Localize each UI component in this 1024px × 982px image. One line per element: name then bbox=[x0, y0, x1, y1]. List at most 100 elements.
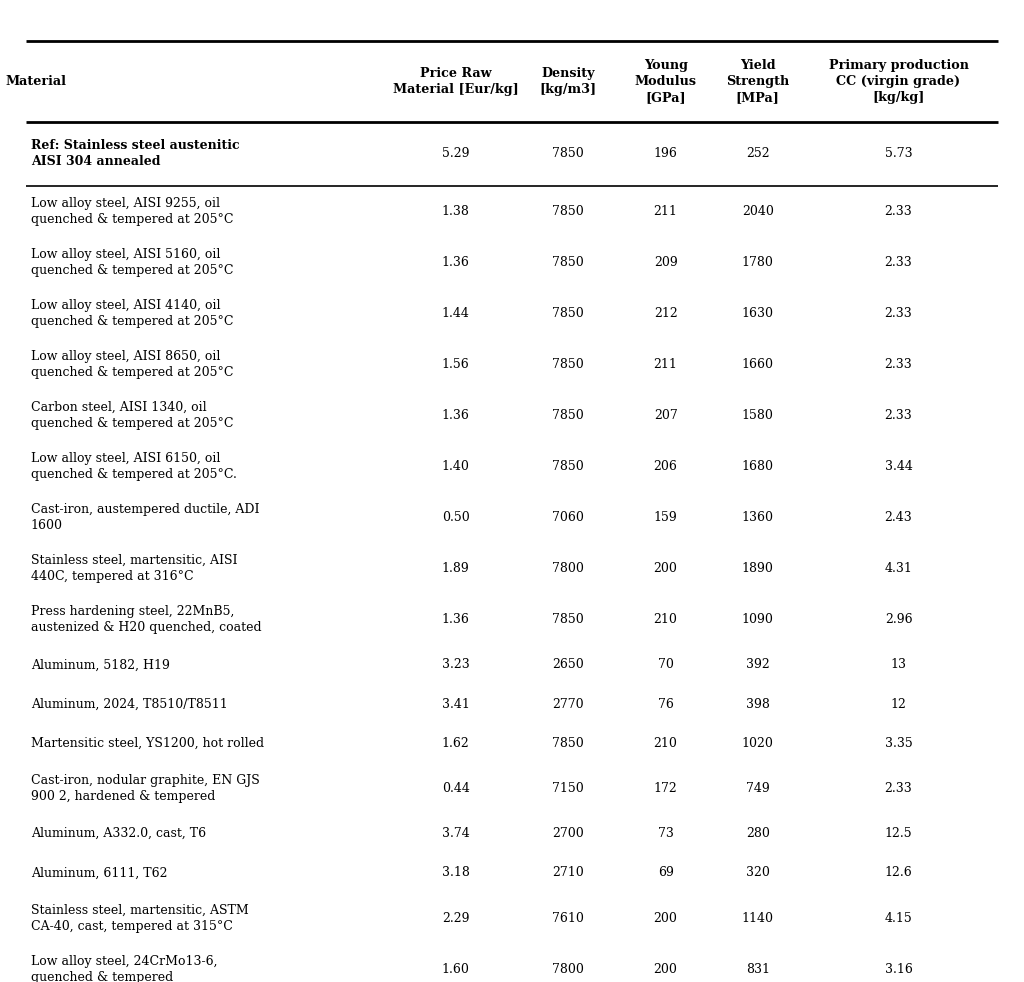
Text: 7850: 7850 bbox=[552, 736, 585, 750]
Text: 2.33: 2.33 bbox=[885, 204, 912, 218]
Text: 2.29: 2.29 bbox=[442, 911, 469, 925]
Text: 2.33: 2.33 bbox=[885, 782, 912, 795]
Text: 1890: 1890 bbox=[741, 562, 774, 575]
Text: 1.36: 1.36 bbox=[441, 255, 470, 269]
Text: 200: 200 bbox=[653, 962, 678, 976]
Text: 7610: 7610 bbox=[552, 911, 585, 925]
Text: 3.74: 3.74 bbox=[441, 827, 470, 841]
Text: 70: 70 bbox=[657, 658, 674, 672]
Text: 1360: 1360 bbox=[741, 511, 774, 524]
Text: 73: 73 bbox=[657, 827, 674, 841]
Text: Low alloy steel, AISI 4140, oil
quenched & tempered at 205°C: Low alloy steel, AISI 4140, oil quenched… bbox=[31, 299, 233, 328]
Text: Martensitic steel, YS1200, hot rolled: Martensitic steel, YS1200, hot rolled bbox=[31, 736, 264, 750]
Text: 3.16: 3.16 bbox=[885, 962, 912, 976]
Text: 212: 212 bbox=[653, 306, 678, 320]
Text: 12.5: 12.5 bbox=[885, 827, 912, 841]
Text: 210: 210 bbox=[653, 613, 678, 627]
Text: Aluminum, A332.0, cast, T6: Aluminum, A332.0, cast, T6 bbox=[31, 827, 206, 841]
Text: 252: 252 bbox=[745, 147, 770, 160]
Text: 7850: 7850 bbox=[552, 357, 585, 371]
Text: 4.31: 4.31 bbox=[885, 562, 912, 575]
Text: 7850: 7850 bbox=[552, 204, 585, 218]
Text: 3.41: 3.41 bbox=[441, 697, 470, 711]
Text: 2.33: 2.33 bbox=[885, 357, 912, 371]
Text: 3.44: 3.44 bbox=[885, 460, 912, 473]
Text: Carbon steel, AISI 1340, oil
quenched & tempered at 205°C: Carbon steel, AISI 1340, oil quenched & … bbox=[31, 401, 233, 430]
Text: Low alloy steel, 24CrMo13-6,
quenched & tempered: Low alloy steel, 24CrMo13-6, quenched & … bbox=[31, 955, 217, 982]
Text: 3.35: 3.35 bbox=[885, 736, 912, 750]
Text: 7060: 7060 bbox=[552, 511, 585, 524]
Text: 2710: 2710 bbox=[552, 866, 585, 880]
Text: 2.96: 2.96 bbox=[885, 613, 912, 627]
Text: 1.56: 1.56 bbox=[441, 357, 470, 371]
Text: 2650: 2650 bbox=[552, 658, 585, 672]
Text: 1630: 1630 bbox=[741, 306, 774, 320]
Text: Low alloy steel, AISI 5160, oil
quenched & tempered at 205°C: Low alloy steel, AISI 5160, oil quenched… bbox=[31, 247, 233, 277]
Text: 200: 200 bbox=[653, 911, 678, 925]
Text: Press hardening steel, 22MnB5,
austenized & H20 quenched, coated: Press hardening steel, 22MnB5, austenize… bbox=[31, 605, 261, 634]
Text: 7150: 7150 bbox=[552, 782, 585, 795]
Text: 1.40: 1.40 bbox=[441, 460, 470, 473]
Text: 1580: 1580 bbox=[741, 409, 774, 422]
Text: 7850: 7850 bbox=[552, 255, 585, 269]
Text: 3.23: 3.23 bbox=[441, 658, 470, 672]
Text: 5.73: 5.73 bbox=[885, 147, 912, 160]
Text: 7850: 7850 bbox=[552, 613, 585, 627]
Text: 206: 206 bbox=[653, 460, 678, 473]
Text: 2770: 2770 bbox=[553, 697, 584, 711]
Text: 7850: 7850 bbox=[552, 409, 585, 422]
Text: Stainless steel, martensitic, ASTM
CA-40, cast, tempered at 315°C: Stainless steel, martensitic, ASTM CA-40… bbox=[31, 903, 249, 933]
Text: Price Raw
Material [Eur/kg]: Price Raw Material [Eur/kg] bbox=[393, 67, 518, 96]
Text: 7850: 7850 bbox=[552, 306, 585, 320]
Text: 7800: 7800 bbox=[552, 962, 585, 976]
Text: 1660: 1660 bbox=[741, 357, 774, 371]
Text: 159: 159 bbox=[653, 511, 678, 524]
Text: 12: 12 bbox=[891, 697, 906, 711]
Text: 1.60: 1.60 bbox=[441, 962, 470, 976]
Text: 7850: 7850 bbox=[552, 460, 585, 473]
Text: 196: 196 bbox=[653, 147, 678, 160]
Text: Ref: Stainless steel austenitic
AISI 304 annealed: Ref: Stainless steel austenitic AISI 304… bbox=[31, 138, 240, 169]
Text: 1780: 1780 bbox=[741, 255, 774, 269]
Text: 200: 200 bbox=[653, 562, 678, 575]
Text: Low alloy steel, AISI 8650, oil
quenched & tempered at 205°C: Low alloy steel, AISI 8650, oil quenched… bbox=[31, 350, 233, 379]
Text: 749: 749 bbox=[745, 782, 770, 795]
Text: Stainless steel, martensitic, AISI
440C, tempered at 316°C: Stainless steel, martensitic, AISI 440C,… bbox=[31, 554, 238, 583]
Text: 1.44: 1.44 bbox=[441, 306, 470, 320]
Text: 210: 210 bbox=[653, 736, 678, 750]
Text: 3.18: 3.18 bbox=[441, 866, 470, 880]
Text: 320: 320 bbox=[745, 866, 770, 880]
Text: 172: 172 bbox=[653, 782, 678, 795]
Text: Yield
Strength
[MPa]: Yield Strength [MPa] bbox=[726, 59, 790, 104]
Text: 1090: 1090 bbox=[741, 613, 774, 627]
Text: 209: 209 bbox=[653, 255, 678, 269]
Text: Material: Material bbox=[5, 75, 67, 88]
Text: 1.36: 1.36 bbox=[441, 613, 470, 627]
Text: Young
Modulus
[GPa]: Young Modulus [GPa] bbox=[635, 59, 696, 104]
Text: 13: 13 bbox=[891, 658, 906, 672]
Text: 398: 398 bbox=[745, 697, 770, 711]
Text: 2700: 2700 bbox=[552, 827, 585, 841]
Text: 2.43: 2.43 bbox=[885, 511, 912, 524]
Text: Aluminum, 5182, H19: Aluminum, 5182, H19 bbox=[31, 658, 170, 672]
Text: Aluminum, 2024, T8510/T8511: Aluminum, 2024, T8510/T8511 bbox=[31, 697, 227, 711]
Text: 12.6: 12.6 bbox=[885, 866, 912, 880]
Text: 280: 280 bbox=[745, 827, 770, 841]
Text: 2.33: 2.33 bbox=[885, 306, 912, 320]
Text: 2.33: 2.33 bbox=[885, 255, 912, 269]
Text: 2.33: 2.33 bbox=[885, 409, 912, 422]
Text: Low alloy steel, AISI 6150, oil
quenched & tempered at 205°C.: Low alloy steel, AISI 6150, oil quenched… bbox=[31, 452, 237, 481]
Text: 2040: 2040 bbox=[741, 204, 774, 218]
Text: 76: 76 bbox=[657, 697, 674, 711]
Text: 1.38: 1.38 bbox=[441, 204, 470, 218]
Text: Primary production
CC (virgin grade)
[kg/kg]: Primary production CC (virgin grade) [kg… bbox=[828, 59, 969, 104]
Text: 0.50: 0.50 bbox=[441, 511, 470, 524]
Text: 1140: 1140 bbox=[741, 911, 774, 925]
Text: 392: 392 bbox=[745, 658, 770, 672]
Text: 1.62: 1.62 bbox=[441, 736, 470, 750]
Text: 7800: 7800 bbox=[552, 562, 585, 575]
Text: Low alloy steel, AISI 9255, oil
quenched & tempered at 205°C: Low alloy steel, AISI 9255, oil quenched… bbox=[31, 196, 233, 226]
Text: 831: 831 bbox=[745, 962, 770, 976]
Text: 1.89: 1.89 bbox=[441, 562, 470, 575]
Text: 1020: 1020 bbox=[741, 736, 774, 750]
